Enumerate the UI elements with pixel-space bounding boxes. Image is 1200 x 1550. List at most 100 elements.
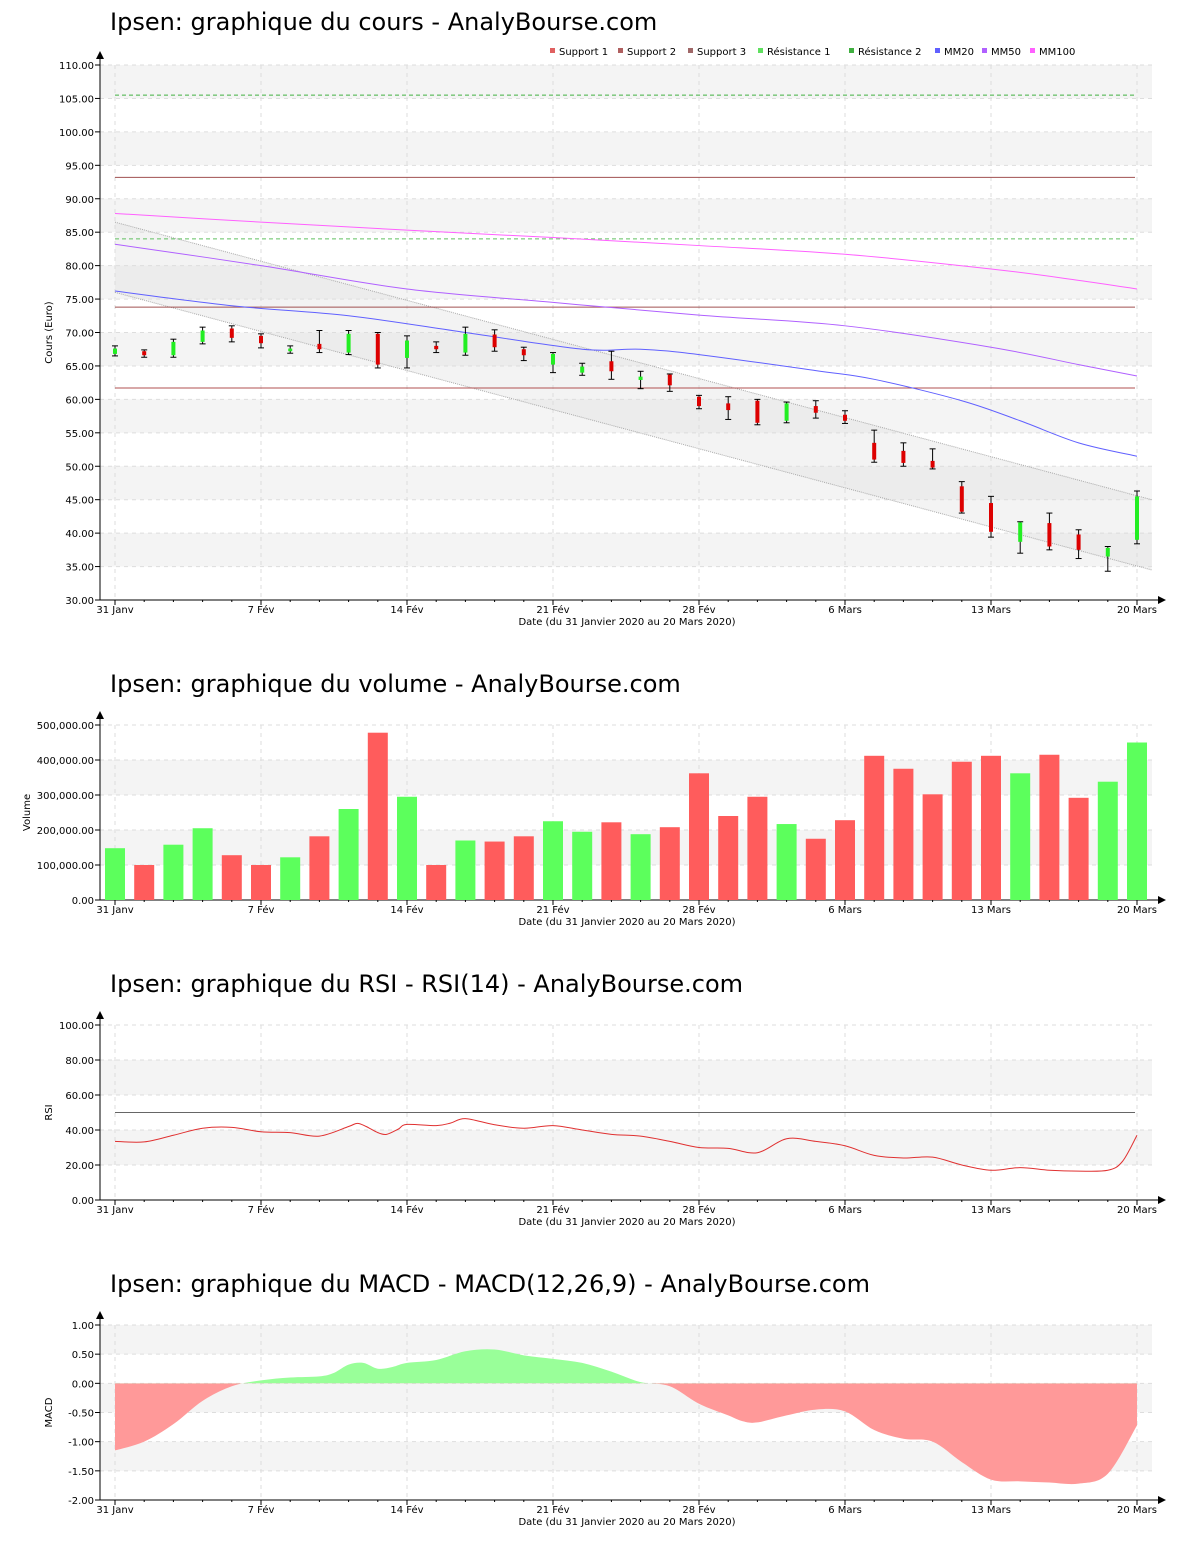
price-y-tick-label: 110.00 [59, 61, 94, 72]
macd-y-tick-label: 0.00 [72, 1379, 94, 1390]
volume-x-tick-label: 7 Fév [248, 904, 275, 916]
price-y-tick-label: 50.00 [65, 462, 94, 473]
candle-body [405, 340, 409, 358]
macd-x-tick-label: 14 Fév [390, 1504, 423, 1516]
volume-bar [951, 761, 972, 900]
price-y-tick-label: 70.00 [65, 329, 94, 340]
legend-label: Support 2 [627, 47, 676, 58]
rsi-y-tick-label: 40.00 [65, 1126, 94, 1137]
volume-x-tick-label: 28 Fév [682, 904, 715, 916]
moving-average-line [114, 243, 1138, 377]
rsi-chart-block: Ipsen: graphique du RSI - RSI(14) - Anal… [44, 970, 1166, 1228]
volume-bar [543, 821, 563, 900]
macd-x-tick-label: 7 Fév [248, 1504, 275, 1516]
candle-body [142, 351, 147, 356]
volume-bar [280, 857, 301, 900]
candle-body [113, 348, 117, 354]
price-chart: 30.00 35.00 40.00 45.00 50.00 55.00 60.00 65.00… [44, 46, 1166, 628]
candle-body [872, 442, 877, 460]
candle-body [697, 396, 701, 407]
volume-x-tick-label: 6 Mars [828, 905, 862, 916]
rsi-y-tick-label: 20.00 [65, 1161, 94, 1172]
rsi-x-tick-label: 21 Fév [536, 1204, 569, 1216]
candle-body [551, 353, 555, 365]
legend-label: Support 3 [697, 47, 746, 58]
price-y-axis-arrow [96, 51, 104, 59]
legend-label: Résistance 1 [767, 46, 830, 58]
candle-body [1047, 523, 1052, 547]
volume-bar [601, 822, 622, 900]
price-y-tick-label: 40.00 [65, 529, 94, 540]
price-x-axis-label: Date (du 31 Janvier 2020 au 20 Mars 2020… [518, 617, 735, 628]
legend-label: Résistance 2 [858, 46, 921, 58]
price-x-tick-label: 28 Fév [682, 604, 715, 616]
price-y-tick-label: 95.00 [65, 161, 94, 172]
rsi-y-tick-label: 0.00 [72, 1196, 94, 1207]
legend-swatch [849, 48, 854, 53]
volume-y-tick-label: 100,000.00 [37, 861, 94, 872]
macd-x-axis-arrow [1158, 1496, 1166, 1504]
volume-bar [718, 816, 739, 900]
rsi-chart-title: Ipsen: graphique du RSI - RSI(14) - Anal… [110, 970, 744, 998]
trend-channel-upper [114, 221, 1152, 501]
rsi-line [114, 1118, 1138, 1172]
volume-x-tick-label: 14 Fév [390, 904, 423, 916]
rsi-y-axis-label: RSI [44, 1104, 55, 1120]
candle-body [638, 376, 643, 380]
volume-x-tick-label: 31 Janv [96, 905, 133, 916]
candle-body [784, 403, 789, 421]
rsi-x-tick-label: 7 Fév [248, 1204, 275, 1216]
candle-body [1076, 534, 1081, 550]
volume-bar [689, 773, 709, 900]
volume-x-axis-arrow [1158, 896, 1166, 904]
candle-body [171, 341, 176, 356]
price-y-tick-label: 60.00 [65, 395, 94, 406]
candle-body [375, 333, 380, 365]
volume-bar [192, 828, 213, 900]
legend-swatch [935, 48, 940, 53]
price-y-tick-label: 55.00 [65, 429, 94, 440]
candle-body [930, 460, 935, 468]
price-y-tick-label: 105.00 [59, 94, 94, 105]
price-x-tick-label: 21 Fév [536, 604, 569, 616]
candle-body [200, 330, 205, 342]
macd-x-tick-label: 20 Mars [1117, 1505, 1157, 1516]
volume-bar [630, 834, 651, 900]
price-y-tick-label: 90.00 [65, 195, 94, 206]
volume-y-tick-label: 200,000.00 [37, 826, 94, 837]
volume-bar [309, 836, 330, 900]
price-grid-band [100, 65, 1152, 99]
volume-bar [805, 838, 826, 900]
price-chart-block: Ipsen: graphique du cours - AnalyBourse.… [0, 0, 1200, 640]
volume-bar [922, 794, 943, 900]
legend-swatch [618, 48, 623, 53]
legend-label: MM100 [1039, 47, 1075, 58]
candle-body [521, 349, 526, 356]
price-grid-band [100, 533, 1152, 567]
macd-y-tick-label: 1.00 [72, 1321, 94, 1332]
trend-channel-lower [114, 291, 1152, 571]
volume-bar [455, 840, 476, 900]
macd-x-tick-label: 6 Mars [828, 1505, 862, 1516]
volume-bar [1127, 742, 1147, 900]
volume-bar [1097, 781, 1118, 900]
candle-body [667, 374, 672, 386]
price-x-tick-label: 14 Fév [390, 604, 423, 616]
macd-y-axis-label: MACD [44, 1397, 55, 1427]
rsi-x-tick-label: 20 Mars [1117, 1205, 1157, 1216]
macd-y-tick-label: -1.00 [68, 1438, 94, 1449]
price-x-axis-arrow [1158, 596, 1166, 604]
macd-x-tick-label: 28 Fév [682, 1504, 715, 1516]
volume-bar [426, 865, 447, 900]
volume-y-axis-label: Volume [22, 794, 33, 831]
candle-body [959, 486, 964, 512]
price-x-tick-label: 6 Mars [828, 605, 862, 616]
candle-body [229, 328, 234, 338]
candle-body [259, 335, 263, 344]
candle-body [434, 345, 439, 350]
rsi-x-tick-label: 28 Fév [682, 1204, 715, 1216]
rsi-y-axis-arrow [96, 1011, 104, 1019]
volume-bar [835, 820, 855, 900]
legend-label: MM20 [944, 47, 974, 58]
